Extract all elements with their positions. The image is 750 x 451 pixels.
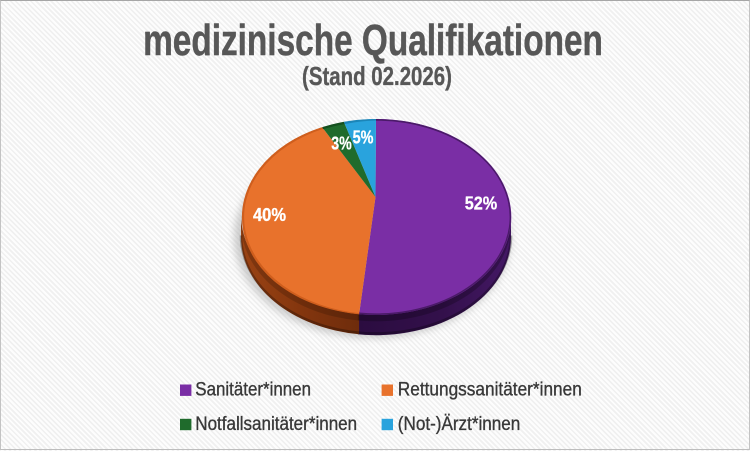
svg-text:52%: 52%	[465, 192, 498, 213]
svg-text:Notfallsanitäter*innen: Notfallsanitäter*innen	[195, 413, 357, 435]
svg-text:5%: 5%	[353, 127, 374, 148]
svg-text:Rettungssanitäter*innen: Rettungssanitäter*innen	[398, 379, 582, 401]
svg-text:3%: 3%	[331, 132, 352, 153]
svg-text:40%: 40%	[253, 204, 286, 225]
svg-text:(Not-)Ärzt*innen: (Not-)Ärzt*innen	[398, 413, 521, 435]
svg-text:Sanitäter*innen: Sanitäter*innen	[195, 379, 311, 401]
